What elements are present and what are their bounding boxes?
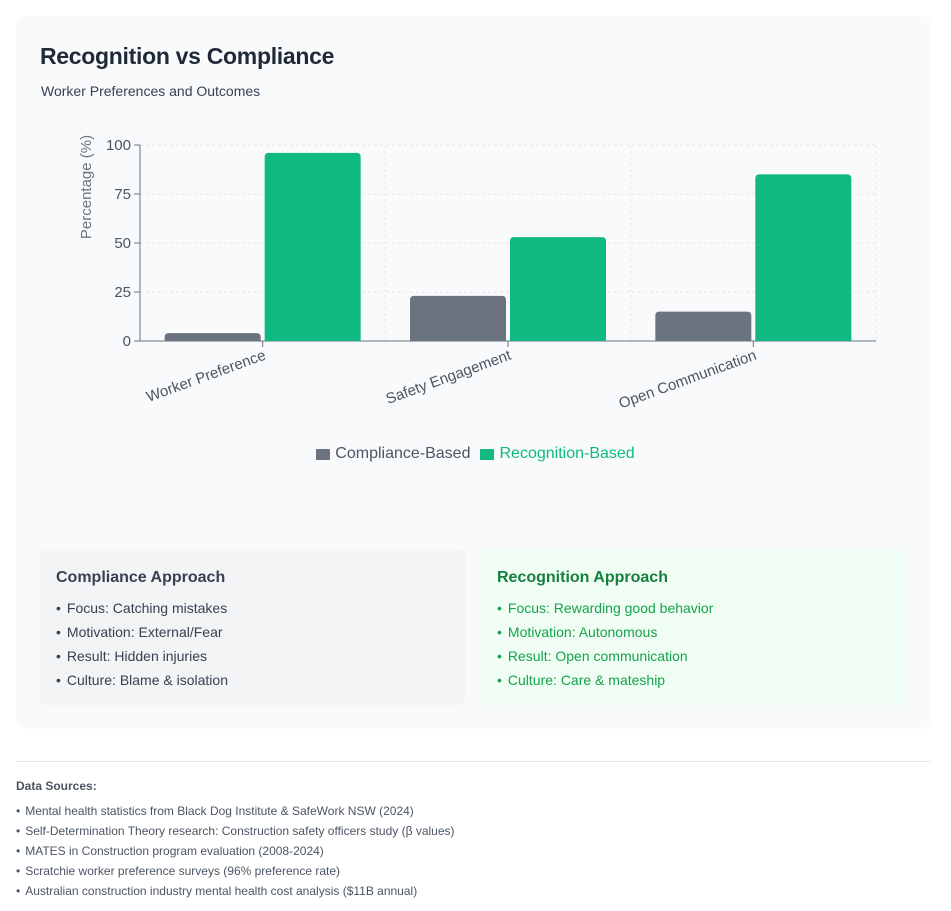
list-item: Mental health statistics from Black Dog … bbox=[16, 801, 455, 821]
bar-compliance-1[interactable] bbox=[410, 295, 506, 341]
bar-recognition-0[interactable] bbox=[264, 152, 361, 341]
recognition-panel-title: Recognition Approach bbox=[497, 569, 668, 586]
list-item: Focus: Catching mistakes bbox=[56, 596, 449, 620]
list-item: Scratchie worker preference surveys (96%… bbox=[16, 861, 455, 881]
bar-compliance-2[interactable] bbox=[655, 311, 752, 341]
y-tick-label: 25 bbox=[114, 284, 131, 301]
y-tick-label: 0 bbox=[123, 333, 131, 350]
list-item: Australian construction industry mental … bbox=[16, 881, 455, 901]
x-tick-label: Open Communication bbox=[617, 347, 759, 413]
page-subtitle: Worker Preferences and Outcomes bbox=[41, 83, 261, 99]
y-tick-label: 100 bbox=[106, 137, 131, 154]
legend-swatch-recognition bbox=[480, 448, 495, 460]
y-tick-label: 50 bbox=[114, 235, 131, 252]
data-sources-list: Mental health statistics from Black Dog … bbox=[16, 801, 455, 901]
page-title: Recognition vs Compliance bbox=[40, 43, 335, 69]
list-item: Culture: Blame & isolation bbox=[56, 668, 449, 692]
compliance-list: Focus: Catching mistakes Motivation: Ext… bbox=[56, 596, 449, 692]
x-tick-label: Worker Preference bbox=[144, 347, 268, 406]
chart-legend: Compliance-Based Recognition-Based bbox=[0, 443, 951, 465]
divider bbox=[16, 761, 931, 762]
compliance-panel-title: Compliance Approach bbox=[56, 569, 226, 586]
legend-item-recognition[interactable]: Recognition-Based bbox=[480, 445, 635, 463]
legend-label-recognition: Recognition-Based bbox=[499, 445, 635, 462]
list-item: Result: Hidden injuries bbox=[56, 644, 449, 668]
x-tick-label: Safety Engagement bbox=[384, 347, 514, 408]
list-item: Motivation: Autonomous bbox=[497, 620, 890, 644]
list-item: Culture: Care & mateship bbox=[497, 668, 890, 692]
list-item: MATES in Construction program evaluation… bbox=[16, 841, 455, 861]
recognition-panel: Recognition Approach Focus: Rewarding go… bbox=[481, 549, 906, 705]
bar-chart: 0 25 50 75 100 Percentage (%) Worker Preferenc… bbox=[78, 135, 877, 413]
legend-swatch-compliance bbox=[316, 448, 331, 460]
compliance-panel: Compliance Approach Focus: Catching mist… bbox=[40, 549, 465, 705]
data-sources-title: Data Sources: bbox=[16, 779, 97, 793]
recognition-list: Focus: Rewarding good behavior Motivatio… bbox=[497, 596, 890, 692]
list-item: Focus: Rewarding good behavior bbox=[497, 596, 890, 620]
list-item: Self-Determination Theory research: Cons… bbox=[16, 821, 454, 841]
list-item: Result: Open communication bbox=[497, 644, 890, 668]
legend-label-compliance: Compliance-Based bbox=[335, 445, 471, 462]
bar-recognition-2[interactable] bbox=[755, 174, 852, 341]
data-sources: Data Sources: Mental health statistics f… bbox=[16, 779, 455, 901]
bar-recognition-1[interactable] bbox=[510, 237, 606, 341]
y-axis-label: Percentage (%) bbox=[78, 135, 95, 239]
bar-compliance-0[interactable] bbox=[164, 333, 261, 341]
y-tick-label: 75 bbox=[114, 186, 131, 203]
legend-item-compliance[interactable]: Compliance-Based bbox=[316, 445, 470, 463]
list-item: Motivation: External/Fear bbox=[56, 620, 449, 644]
